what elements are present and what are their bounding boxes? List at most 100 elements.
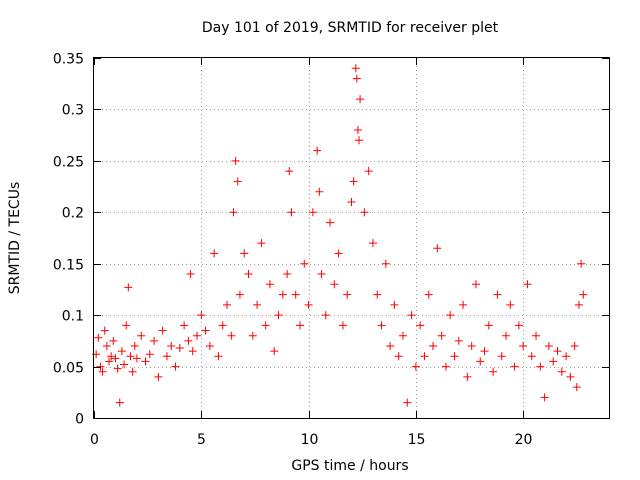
data-point bbox=[373, 290, 382, 299]
data-point bbox=[278, 290, 287, 299]
data-point bbox=[399, 331, 407, 340]
data-point bbox=[122, 321, 131, 330]
data-point bbox=[476, 357, 485, 366]
data-point bbox=[349, 177, 358, 186]
data-point bbox=[229, 208, 238, 217]
data-point bbox=[489, 367, 498, 376]
data-point bbox=[532, 331, 541, 340]
data-point bbox=[514, 321, 523, 330]
x-tick-labels: 0 5 10 15 20 bbox=[90, 432, 532, 448]
data-point bbox=[330, 280, 339, 289]
data-point bbox=[510, 362, 519, 371]
data-point bbox=[184, 336, 193, 345]
data-point bbox=[416, 321, 425, 330]
y-axis-title: SRMTID / TECUs bbox=[7, 182, 23, 295]
data-point bbox=[574, 300, 583, 309]
y-tick-label: 0.15 bbox=[53, 258, 84, 274]
axis-ticks bbox=[94, 58, 609, 419]
data-point bbox=[158, 326, 167, 335]
data-point bbox=[128, 367, 137, 376]
data-point bbox=[420, 352, 429, 361]
data-point bbox=[326, 218, 335, 227]
data-point bbox=[105, 357, 114, 366]
data-point bbox=[540, 393, 549, 402]
data-point bbox=[577, 259, 586, 268]
data-point bbox=[437, 331, 446, 340]
data-point bbox=[218, 321, 227, 330]
x-tick-label: 0 bbox=[90, 432, 99, 448]
data-point bbox=[102, 342, 111, 350]
data-point bbox=[115, 398, 124, 407]
data-point bbox=[296, 321, 304, 330]
data-point bbox=[304, 300, 313, 309]
data-point bbox=[270, 347, 279, 356]
data-point bbox=[579, 290, 588, 299]
data-point bbox=[450, 352, 459, 361]
data-point bbox=[394, 352, 403, 361]
data-point bbox=[124, 283, 133, 292]
data-point bbox=[429, 342, 438, 350]
data-point bbox=[283, 270, 292, 278]
data-point bbox=[107, 352, 116, 361]
data-point bbox=[96, 362, 105, 371]
data-point bbox=[459, 300, 468, 309]
data-point bbox=[285, 167, 294, 176]
data-point bbox=[553, 347, 562, 356]
data-point bbox=[233, 177, 242, 186]
data-point bbox=[175, 344, 184, 353]
data-point bbox=[274, 311, 283, 320]
data-point bbox=[313, 146, 322, 155]
data-point bbox=[523, 280, 532, 289]
data-point bbox=[109, 336, 118, 345]
data-point bbox=[506, 300, 515, 309]
data-point bbox=[210, 249, 219, 258]
data-point bbox=[338, 321, 347, 330]
data-point bbox=[317, 270, 326, 278]
data-point bbox=[471, 280, 480, 289]
y-tick-label: 0.3 bbox=[62, 103, 84, 119]
data-point bbox=[180, 321, 189, 330]
data-point bbox=[352, 74, 361, 83]
data-point bbox=[355, 136, 364, 145]
data-point bbox=[463, 372, 472, 381]
data-point bbox=[257, 239, 266, 248]
data-point bbox=[519, 342, 528, 350]
data-point bbox=[287, 208, 296, 217]
y-tick-label: 0 bbox=[75, 412, 84, 428]
data-point bbox=[572, 383, 581, 392]
data-point bbox=[141, 357, 150, 366]
data-point bbox=[253, 300, 262, 309]
data-point bbox=[424, 290, 433, 299]
data-point bbox=[186, 270, 195, 278]
data-point bbox=[441, 362, 450, 371]
data-point bbox=[480, 347, 489, 356]
data-point bbox=[433, 244, 442, 253]
chart-title: Day 101 of 2019, SRMTID for receiver ple… bbox=[202, 20, 499, 36]
data-point bbox=[265, 280, 274, 289]
data-point bbox=[120, 360, 129, 369]
data-point bbox=[130, 342, 139, 350]
data-point bbox=[368, 239, 377, 248]
data-point bbox=[364, 167, 373, 176]
data-point bbox=[111, 354, 120, 363]
data-point bbox=[570, 342, 579, 350]
x-tick-label: 20 bbox=[515, 432, 533, 448]
data-point bbox=[562, 352, 571, 361]
data-point bbox=[227, 331, 236, 340]
data-point bbox=[454, 336, 463, 345]
data-point bbox=[356, 95, 365, 104]
data-point bbox=[403, 398, 412, 407]
data-point bbox=[411, 362, 420, 371]
data-point bbox=[334, 249, 343, 258]
y-tick-labels: 0 0.05 0.1 0.15 0.2 0.25 0.3 0.35 bbox=[53, 52, 84, 428]
data-point bbox=[377, 321, 386, 330]
data-point bbox=[162, 352, 171, 361]
data-point bbox=[467, 342, 476, 350]
grid bbox=[94, 58, 609, 418]
data-point bbox=[231, 156, 240, 165]
data-point bbox=[197, 311, 206, 320]
data-point bbox=[98, 367, 107, 376]
data-point bbox=[205, 342, 214, 350]
data-point bbox=[132, 354, 141, 363]
data-point bbox=[154, 372, 163, 381]
